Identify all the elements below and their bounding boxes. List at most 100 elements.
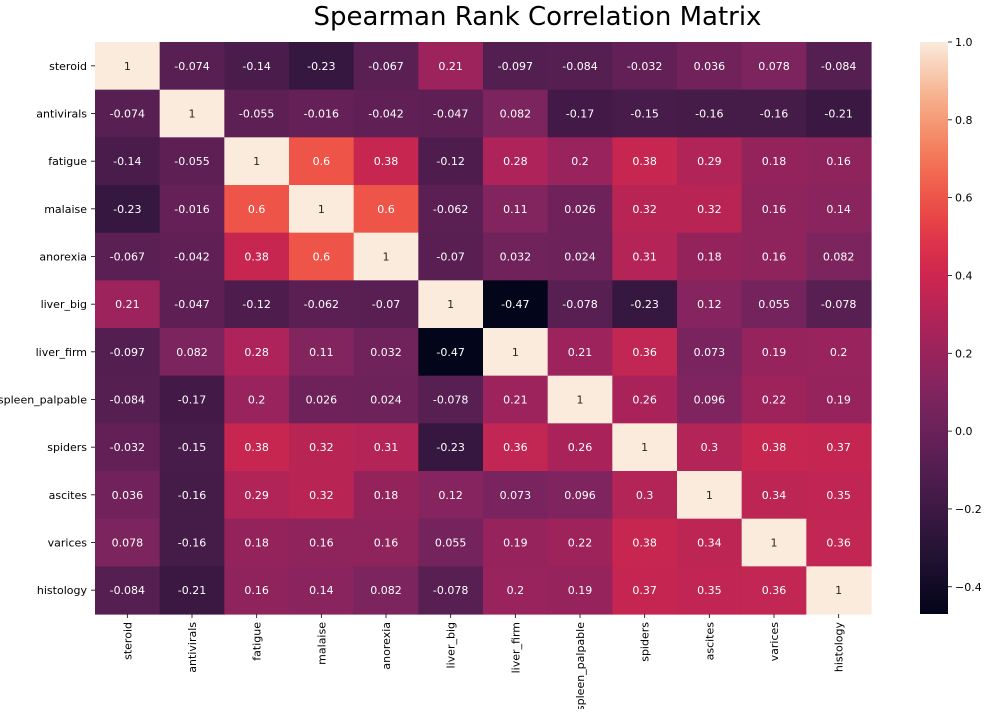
y-tick-label: liver_big [41, 298, 87, 311]
colorbar: 1.0 0.8 0.6 0.4 0.2 0.0 −0.2 −0.4 [920, 36, 982, 614]
cell-value-label: 0.024 [564, 251, 596, 264]
heatmap-cell [741, 280, 807, 329]
cell-value-label: -0.16 [178, 489, 206, 502]
heatmap-cell [677, 42, 743, 91]
heatmap-cell [353, 566, 419, 615]
y-tick-label: spiders [47, 441, 87, 454]
x-tick-label: liver_big [445, 622, 458, 668]
cell-value-label: -0.15 [178, 441, 206, 454]
cell-value-label: 1 [706, 489, 713, 502]
cell-value-label: -0.14 [242, 60, 270, 73]
heatmap-cell [95, 232, 161, 281]
x-tick-labels: steroid antivirals fatigue malaise anorexia l… [121, 614, 846, 711]
y-tick-label: malaise [44, 203, 87, 216]
cell-value-label: -0.084 [110, 584, 145, 597]
cell-value-label: 0.082 [823, 251, 855, 264]
heatmap-cell [95, 137, 161, 186]
cell-value-label: 0.14 [309, 584, 334, 597]
cell-value-label: -0.23 [113, 203, 141, 216]
heatmap-cell [483, 232, 549, 281]
cell-value-label: 1 [318, 203, 325, 216]
cell-value-label: 0.26 [568, 441, 593, 454]
heatmap-cell [483, 89, 549, 138]
cell-value-label: -0.074 [110, 108, 145, 121]
heatmap-cell [741, 518, 807, 567]
cell-value-label: 0.032 [500, 251, 532, 264]
heatmap-cell [95, 471, 161, 520]
heatmap-cell [547, 185, 613, 234]
x-tick-label: histology [833, 622, 846, 673]
heatmap-cell [612, 42, 678, 91]
y-tick-labels: steroid antivirals fatigue malaise anorexia l… [0, 60, 95, 597]
heatmap-cell [353, 42, 419, 91]
heatmap-cell [95, 566, 161, 615]
x-tick-label: ascites [703, 622, 716, 661]
heatmap-cell [677, 328, 743, 377]
heatmap-cell [95, 518, 161, 567]
heatmap-cell [741, 375, 807, 424]
heatmap-cell [353, 423, 419, 472]
heatmap-cell [353, 137, 419, 186]
cell-value-label: 0.3 [701, 441, 719, 454]
cell-value-label: -0.21 [178, 584, 206, 597]
cell-value-label: 0.38 [374, 155, 399, 168]
colorbar-tick-label: 0.6 [955, 192, 973, 205]
heatmap-cell [224, 280, 290, 329]
x-tick-label: steroid [121, 622, 134, 660]
heatmap-cell [677, 375, 743, 424]
cell-value-label: 0.16 [762, 251, 787, 264]
heatmap-cell [418, 280, 484, 329]
heatmap-cell [612, 423, 678, 472]
cell-value-label: -0.47 [501, 298, 529, 311]
heatmap-cell [547, 232, 613, 281]
cell-value-label: 0.026 [306, 394, 338, 407]
heatmap-cell [612, 137, 678, 186]
heatmap-cell [418, 375, 484, 424]
cell-value-label: 0.12 [438, 489, 463, 502]
heatmap-cell [418, 185, 484, 234]
heatmap-cell [547, 280, 613, 329]
heatmap-cell [612, 328, 678, 377]
heatmap-cell [612, 375, 678, 424]
heatmap-cell [418, 423, 484, 472]
colorbar-tick-label: −0.4 [955, 581, 982, 594]
cell-value-label: 0.19 [503, 537, 528, 550]
cell-value-label: 1 [835, 584, 842, 597]
heatmap-cell [612, 280, 678, 329]
cell-value-label: -0.055 [239, 108, 274, 121]
cell-value-label: 0.18 [244, 537, 269, 550]
cell-value-label: 0.35 [697, 584, 722, 597]
cell-value-label: 0.096 [564, 489, 596, 502]
cell-value-label: 0.036 [694, 60, 726, 73]
colorbar-gradient [920, 42, 948, 614]
heatmap-cell [547, 471, 613, 520]
cell-value-label: 0.36 [632, 346, 657, 359]
heatmap-cell [806, 471, 872, 520]
cell-value-label: -0.016 [174, 203, 209, 216]
cell-value-label: -0.047 [174, 298, 209, 311]
heatmap-cell [483, 471, 549, 520]
heatmap-cell [806, 280, 872, 329]
cell-value-label: 0.078 [112, 537, 144, 550]
cell-value-label: 1 [124, 60, 131, 73]
cell-value-label: 0.18 [697, 251, 722, 264]
heatmap-cell [353, 280, 419, 329]
colorbar-tick-label: −0.2 [955, 503, 982, 516]
y-tick-label: anorexia [39, 251, 87, 264]
cell-value-label: 0.024 [370, 394, 402, 407]
heatmap-cell [547, 328, 613, 377]
y-tick-label: antivirals [36, 108, 87, 121]
colorbar-tick-label: 1.0 [955, 36, 973, 49]
cell-value-label: 1 [512, 346, 519, 359]
heatmap-cell [159, 423, 225, 472]
heatmap-cell [289, 566, 355, 615]
cell-value-label: 0.073 [694, 346, 726, 359]
cell-value-label: 0.2 [507, 584, 525, 597]
cell-value-label: 0.34 [697, 537, 722, 550]
cell-value-label: 0.055 [758, 298, 790, 311]
heatmap-cell [289, 42, 355, 91]
y-tick-label: varices [48, 537, 88, 550]
chart-title: Spearman Rank Correlation Matrix [313, 2, 762, 32]
heatmap-cell [159, 185, 225, 234]
heatmap-cell [353, 89, 419, 138]
